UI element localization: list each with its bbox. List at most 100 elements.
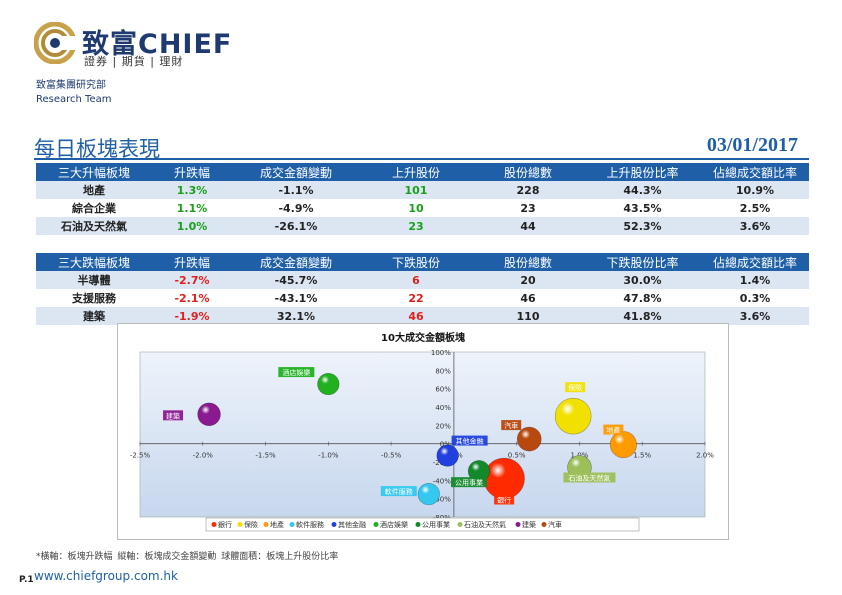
- table-cell: 6: [360, 271, 472, 289]
- table-cell: 10: [360, 199, 472, 217]
- table-header-row: 三大跌幅板塊 升跌幅 成交金額變動 下跌股份 股份總數 下跌股份比率 佔總成交額…: [36, 253, 809, 271]
- bubble-label-bg: [451, 477, 487, 488]
- bubble-label: 酒店娛樂: [282, 368, 310, 377]
- bubble-label-bg: [494, 494, 515, 505]
- table-cell: 46: [360, 307, 472, 325]
- table-cell: 建築: [36, 307, 152, 325]
- chief-logo-mark-icon: [34, 22, 76, 64]
- legend-marker: [237, 522, 243, 527]
- table-cell: 1.0%: [152, 217, 232, 235]
- x-tick-label: 0.5%: [508, 452, 526, 460]
- table-cell: 20: [472, 271, 584, 289]
- bubble-label: 保險: [568, 383, 582, 392]
- legend-marker: [515, 522, 521, 527]
- legend-item: 軟件服務: [296, 520, 324, 529]
- bubble-0: [483, 457, 525, 500]
- x-tick-label: 1.5%: [633, 452, 651, 460]
- table-cell: 44: [472, 217, 584, 235]
- column-header: 成交金額變動: [232, 163, 360, 181]
- column-header: 股份總數: [472, 163, 584, 181]
- table-cell: -26.1%: [232, 217, 360, 235]
- page-title: 每日板塊表現: [34, 137, 160, 161]
- bubble-label: 銀行: [497, 496, 511, 505]
- legend-marker: [415, 522, 421, 527]
- table-cell: -4.9%: [232, 199, 360, 217]
- legend-box: [205, 517, 640, 532]
- table-cell: 2.5%: [701, 199, 809, 217]
- bubble-label: 汽車: [504, 421, 518, 430]
- bubble-label-bg: [501, 420, 522, 431]
- column-header: 成交金額變動: [232, 253, 360, 271]
- table-cell: 41.8%: [584, 307, 701, 325]
- bubble-chart: 10大成交金額板塊-2.5%-2.0%-1.5%-1.0%-0.5%0.0%0.…: [117, 323, 729, 540]
- page-number: P.1: [19, 575, 34, 585]
- legend-item: 建築: [522, 520, 536, 529]
- website-link[interactable]: www.chiefgroup.com.hk: [34, 569, 178, 583]
- column-header: 升跌幅: [152, 163, 232, 181]
- bubble-label: 地產: [606, 426, 620, 435]
- table-cell: 110: [472, 307, 584, 325]
- table-cell: 23: [360, 217, 472, 235]
- table-row: 石油及天然氣 1.0% -26.1% 23 44 52.3% 3.6%: [36, 217, 809, 235]
- table-cell: -1.9%: [152, 307, 232, 325]
- bubble-2: [609, 431, 637, 459]
- x-tick-label: -1.0%: [318, 452, 339, 460]
- bubble-label-bg: [278, 367, 315, 378]
- column-header: 下跌股份: [360, 253, 472, 271]
- chart-title: 10大成交金額板塊: [381, 331, 465, 344]
- table-cell: 22: [360, 289, 472, 307]
- bubble-label: 建築: [166, 411, 180, 420]
- column-header: 上升股份: [360, 163, 472, 181]
- bubble-label: 石油及天然氣: [568, 474, 610, 483]
- table-cell: 101: [360, 181, 472, 199]
- table-cell: -2.7%: [152, 271, 232, 289]
- legend-item: 公用事業: [422, 520, 450, 529]
- table-row: 半導體 -2.7% -45.7% 6 20 30.0% 1.4%: [36, 271, 809, 289]
- y-tick-label: 40%: [435, 404, 451, 412]
- title-divider: [34, 158, 809, 160]
- bubble-chart-svg: 10大成交金額板塊-2.5%-2.0%-1.5%-1.0%-0.5%0.0%0.…: [130, 331, 714, 532]
- column-header: 佔總成交額比率: [701, 253, 809, 271]
- legend-marker: [541, 522, 547, 527]
- y-tick-label: 0%: [440, 441, 451, 449]
- column-header: 三大升幅板塊: [36, 163, 152, 181]
- bubble-4: [436, 444, 459, 467]
- table-cell: 30.0%: [584, 271, 701, 289]
- legend-marker: [331, 522, 337, 527]
- legend-marker: [263, 522, 269, 527]
- table-cell: 地產: [36, 181, 152, 199]
- legend-marker: [289, 522, 295, 527]
- column-header: 股份總數: [472, 253, 584, 271]
- department-cn: 致富集團研究部: [36, 80, 106, 91]
- bubble-9: [516, 426, 542, 452]
- column-header: 升跌幅: [152, 253, 232, 271]
- table-cell: 43.5%: [584, 199, 701, 217]
- table-cell: -43.1%: [232, 289, 360, 307]
- table-cell: -1.1%: [232, 181, 360, 199]
- y-tick-label: 80%: [435, 367, 451, 375]
- table-header-row: 三大升幅板塊 升跌幅 成交金額變動 上升股份 股份總數 上升股份比率 佔總成交額…: [36, 163, 809, 181]
- table-row: 地產 1.3% -1.1% 101 228 44.3% 10.9%: [36, 181, 809, 199]
- column-header: 三大跌幅板塊: [36, 253, 152, 271]
- table-row: 綜合企業 1.1% -4.9% 10 23 43.5% 2.5%: [36, 199, 809, 217]
- table-cell: 46: [472, 289, 584, 307]
- table-cell: -2.1%: [152, 289, 232, 307]
- y-tick-label: -40%: [433, 477, 451, 485]
- y-tick-label: -60%: [433, 496, 451, 504]
- column-header: 上升股份比率: [584, 163, 701, 181]
- legend-marker: [373, 522, 379, 527]
- x-tick-label: 2.0%: [696, 452, 714, 460]
- report-date: 03/01/2017: [706, 134, 798, 156]
- top-falling-sectors-table: 三大跌幅板塊 升跌幅 成交金額變動 下跌股份 股份總數 下跌股份比率 佔總成交額…: [36, 253, 809, 325]
- legend-marker: [211, 522, 217, 527]
- x-tick-label: -0.5%: [381, 452, 402, 460]
- table-cell: 3.6%: [701, 217, 809, 235]
- bubble-5: [317, 372, 340, 396]
- column-header: 下跌股份比率: [584, 253, 701, 271]
- table-cell: 3.6%: [701, 307, 809, 325]
- table-cell: 47.8%: [584, 289, 701, 307]
- legend-item: 銀行: [218, 520, 232, 529]
- x-tick-label: -2.5%: [130, 452, 151, 460]
- bubble-label-bg: [563, 472, 616, 483]
- department-en: Research Team: [36, 94, 112, 105]
